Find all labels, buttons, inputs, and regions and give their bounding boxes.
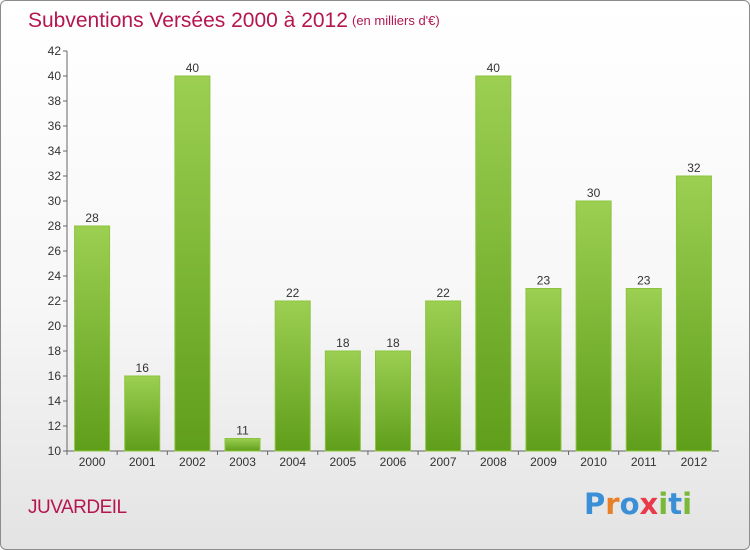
data-label-2005: 18 — [336, 336, 350, 350]
bar-2003 — [224, 438, 261, 452]
x-tick-label-2000: 2000 — [79, 455, 106, 469]
bar-2010 — [575, 200, 612, 452]
x-tick-label-2001: 2001 — [129, 455, 156, 469]
bar-2006 — [375, 350, 411, 452]
data-label-2006: 18 — [386, 336, 400, 350]
x-tick-label-2012: 2012 — [681, 455, 708, 469]
logo-letter: r — [605, 487, 620, 521]
y-tick-label: 36 — [48, 119, 62, 133]
unit-note: (en milliers d'€) — [352, 13, 440, 28]
logo-letter: x — [639, 487, 659, 521]
data-label-2007: 22 — [436, 286, 450, 300]
logo-letter: P — [584, 487, 606, 521]
y-tick-label: 18 — [48, 344, 62, 358]
logo-letter: o — [619, 487, 640, 521]
bar-2012 — [675, 175, 712, 452]
x-tick-label-2006: 2006 — [380, 455, 407, 469]
y-tick-label: 28 — [48, 219, 62, 233]
bar-2011 — [625, 288, 662, 452]
bar-2000 — [74, 225, 111, 452]
y-tick-label: 32 — [48, 169, 62, 183]
data-label-2008: 40 — [487, 61, 501, 75]
logo-letter: t — [668, 487, 683, 521]
y-axis: 10 12 14 16 18 20 22 24 26 28 30 32 34 36 38 40 42 — [48, 44, 68, 458]
data-label-2010: 30 — [587, 186, 601, 200]
x-tick-label-2007: 2007 — [430, 455, 457, 469]
x-tick-label-2005: 2005 — [329, 455, 356, 469]
y-tick-label: 12 — [48, 419, 62, 433]
x-tick-label-2008: 2008 — [480, 455, 507, 469]
y-tick-label: 24 — [48, 269, 62, 283]
y-tick-label: 30 — [48, 194, 62, 208]
data-label-2000: 28 — [85, 211, 99, 225]
bar-2002 — [174, 75, 211, 452]
x-tick-label-2011: 2011 — [631, 455, 657, 469]
y-tick-label: 40 — [48, 69, 62, 83]
commune-name: JUVARDEIL — [28, 497, 127, 518]
chart-title: Subventions Versées 2000 à 2012 — [28, 9, 348, 32]
bar-2004 — [274, 300, 311, 452]
data-label-2002: 40 — [186, 61, 200, 75]
bars — [74, 75, 712, 452]
y-tick-label: 14 — [48, 394, 62, 408]
x-tick-label-2002: 2002 — [179, 455, 206, 469]
bar-2001 — [124, 375, 161, 452]
y-tick-label: 42 — [48, 44, 62, 58]
x-tick-label-2003: 2003 — [229, 455, 256, 469]
logo-letter: i — [682, 487, 693, 521]
x-tick-label-2004: 2004 — [279, 455, 306, 469]
data-label-2001: 16 — [136, 361, 150, 375]
bar-2009 — [525, 288, 562, 452]
value-labels: 28 16 40 11 22 18 18 22 40 23 30 23 32 — [85, 61, 701, 438]
y-tick-label: 38 — [48, 94, 62, 108]
data-label-2012: 32 — [687, 161, 701, 175]
data-label-2003: 11 — [236, 424, 249, 438]
proxiti-logo: Proxiti — [584, 487, 692, 521]
x-axis: 2000 2001 2002 2003 2004 2005 2006 2007 2008 2009… — [66, 450, 719, 469]
x-tick-label-2009: 2009 — [530, 455, 557, 469]
bar-2007 — [425, 300, 462, 452]
data-label-2004: 22 — [286, 286, 300, 300]
bar-2008 — [475, 75, 512, 452]
data-label-2011: 23 — [637, 274, 651, 288]
y-tick-label: 22 — [48, 294, 62, 308]
x-tick-label-2010: 2010 — [580, 455, 607, 469]
y-tick-label: 34 — [48, 144, 62, 158]
bar-2005 — [324, 350, 361, 452]
y-tick-label: 10 — [48, 444, 62, 458]
y-tick-label: 26 — [48, 244, 62, 258]
y-tick-label: 20 — [48, 319, 62, 333]
y-tick-label: 16 — [48, 369, 62, 383]
logo-letter: i — [658, 487, 669, 521]
data-label-2009: 23 — [537, 274, 551, 288]
